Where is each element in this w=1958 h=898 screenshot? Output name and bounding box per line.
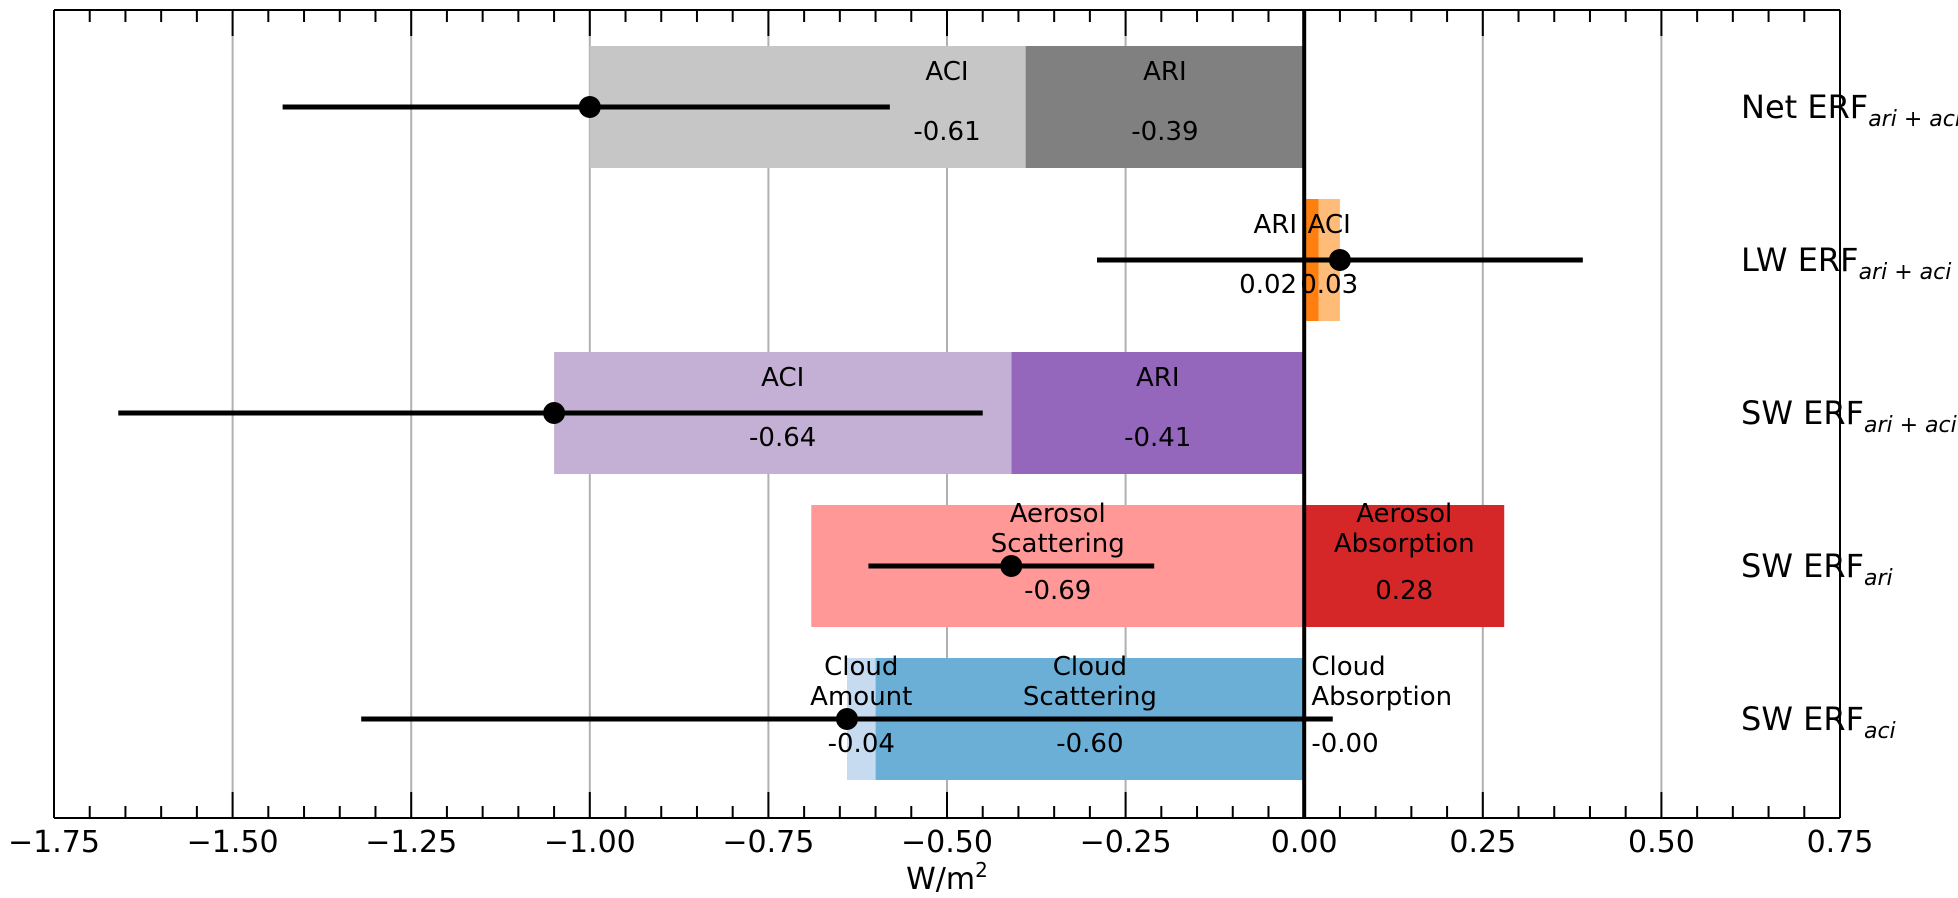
- segment-name-label: ARI: [1136, 363, 1180, 393]
- segment-value-label-line: 0.02: [1239, 270, 1297, 300]
- row-label: SW ERFari: [1741, 547, 1893, 591]
- x-tick-label: −1.00: [544, 825, 636, 860]
- x-tick-label: −1.50: [187, 825, 279, 860]
- segment-value-label-line: -0.64: [749, 423, 816, 453]
- segment-value-label: -0.61: [913, 117, 980, 147]
- x-tick-label: −0.75: [722, 825, 814, 860]
- segment-value-label-line: -0.61: [913, 117, 980, 147]
- segment-value-label: -0.39: [1131, 117, 1198, 147]
- segment-value-label: 0.03: [1300, 270, 1358, 300]
- segment-name-label-line: Absorption: [1311, 682, 1452, 712]
- segment-name-label-line: ACI: [925, 57, 968, 87]
- segment-name-label-line: ARI: [1254, 210, 1298, 240]
- x-tick-label: −1.25: [365, 825, 457, 860]
- segment-value-label-line: -0.00: [1311, 729, 1378, 759]
- segment-value-label-line: -0.69: [1024, 576, 1091, 606]
- segment-value-label: 0.28: [1375, 576, 1433, 606]
- segment-name-label-line: Cloud: [824, 652, 898, 682]
- mean-marker: [1000, 555, 1023, 577]
- x-axis-label-base: W/m: [906, 862, 975, 897]
- row-label: Net ERFari + aci: [1741, 88, 1958, 132]
- segment-value-label-line: -0.60: [1056, 729, 1123, 759]
- segment-name-label: ACI: [925, 57, 968, 87]
- x-tick-label: 0.75: [1807, 825, 1874, 860]
- segment-name-label-line: Cloud: [1311, 652, 1385, 682]
- segment-value-label-line: 0.03: [1300, 270, 1358, 300]
- segment-value-label: -0.64: [749, 423, 816, 453]
- segment-value-label-line: -0.41: [1124, 423, 1191, 453]
- bar-labels: ARI-0.39ACI-0.61ARI0.02ACI0.03ARI-0.41AC…: [749, 57, 1475, 759]
- segment-name-label-line: ARI: [1136, 363, 1180, 393]
- row-label-subscript: aci: [1864, 719, 1896, 744]
- row-label: LW ERFari + aci: [1741, 241, 1951, 285]
- bar-segment-aerosol-absorption: [1304, 505, 1505, 627]
- mean-marker: [835, 708, 858, 730]
- row-label-subscript: ari: [1864, 566, 1893, 591]
- segment-name-label-line: Amount: [810, 682, 912, 712]
- row-label-subscript: ari + aci: [1868, 107, 1958, 132]
- bar-segments: [554, 46, 1505, 780]
- row-label: SW ERFari + aci: [1741, 394, 1957, 438]
- x-axis-label: W/m2: [906, 858, 988, 897]
- row-label-subscript: ari + aci: [1859, 260, 1952, 285]
- segment-name-label: Cloud Scattering: [1023, 652, 1157, 712]
- segment-name-label-line: Cloud: [1053, 652, 1127, 682]
- error-bars: [118, 96, 1583, 730]
- row-label-main: SW ERF: [1741, 394, 1864, 432]
- segment-name-label-line: ARI: [1143, 57, 1187, 87]
- segment-name-label: ACI: [761, 363, 804, 393]
- row-label-main: Net ERF: [1741, 88, 1868, 126]
- x-tick-label: −1.75: [8, 825, 100, 860]
- x-tick-label: 0.50: [1628, 825, 1695, 860]
- x-tick-label: 0.00: [1271, 825, 1338, 860]
- row-label-main: SW ERF: [1741, 547, 1864, 585]
- segment-value-label: -0.04: [828, 729, 895, 759]
- x-axis: −1.75 −1.50 −1.25 −1.00 −0.75 −0.50 −0.25 0.00 0…: [8, 9, 1874, 860]
- row-label: SW ERFaci: [1741, 700, 1896, 744]
- x-axis-label-superscript: 2: [975, 858, 988, 882]
- segment-name-label: ARI: [1254, 210, 1298, 240]
- mean-marker: [1328, 249, 1351, 271]
- bar-segment-sw-ari: [1011, 352, 1305, 474]
- segment-value-label: 0.02: [1239, 270, 1297, 300]
- row-label-main: SW ERF: [1741, 700, 1864, 738]
- segment-value-label-line: -0.04: [828, 729, 895, 759]
- mean-marker: [578, 96, 601, 118]
- x-tick-label: −0.50: [901, 825, 993, 860]
- row-label-main: LW ERF: [1741, 241, 1859, 279]
- segment-name-label: Aerosol Scattering: [991, 499, 1125, 559]
- segment-name-label: Cloud Amount: [810, 652, 912, 712]
- segment-name-label-line: Scattering: [1023, 682, 1157, 712]
- segment-name-label: ACI: [1308, 210, 1351, 240]
- segment-name-label-line: Aerosol: [1356, 499, 1452, 529]
- x-tick-label: 0.25: [1449, 825, 1516, 860]
- bar-segment-net-ari: [1025, 46, 1305, 168]
- x-tick-label: −0.25: [1080, 825, 1172, 860]
- segment-name-label-line: Scattering: [991, 529, 1125, 559]
- segment-name-label-line: Absorption: [1334, 529, 1475, 559]
- segment-name-label: ARI: [1143, 57, 1187, 87]
- mean-marker: [543, 402, 566, 424]
- segment-value-label: -0.60: [1056, 729, 1123, 759]
- segment-name-label: Aerosol Absorption: [1334, 499, 1475, 559]
- segment-value-label: -0.69: [1024, 576, 1091, 606]
- segment-name-label-line: ACI: [1308, 210, 1351, 240]
- row-label-subscript: ari + aci: [1864, 413, 1957, 438]
- segment-name-label-line: Aerosol: [1010, 499, 1106, 529]
- segment-name-label: Cloud Absorption: [1311, 652, 1452, 712]
- segment-value-label: -0.00: [1311, 729, 1378, 759]
- segment-value-label-line: -0.39: [1131, 117, 1198, 147]
- segment-value-label-line: 0.28: [1375, 576, 1433, 606]
- segment-value-label: -0.41: [1124, 423, 1191, 453]
- segment-name-label-line: ACI: [761, 363, 804, 393]
